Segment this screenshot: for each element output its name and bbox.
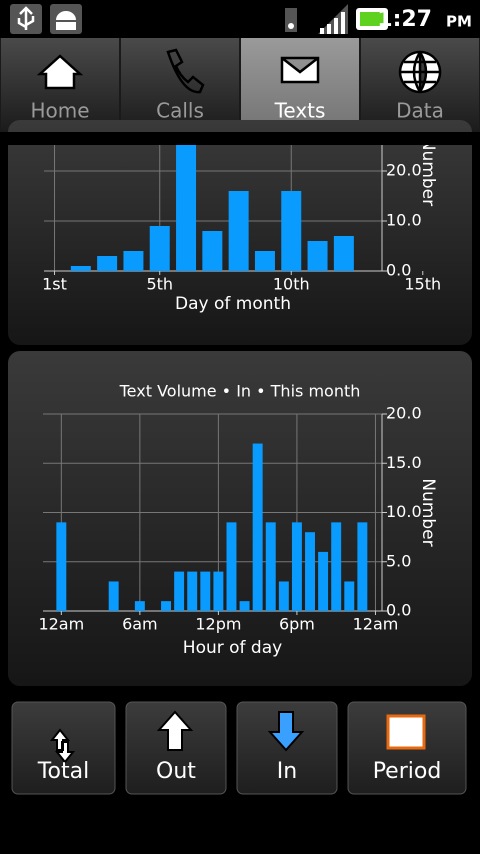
bar <box>305 532 315 611</box>
bar <box>56 522 67 611</box>
tab-icon <box>166 48 205 94</box>
bar <box>333 236 354 271</box>
x-tick-label: 1st <box>42 275 67 294</box>
panel-gap <box>0 132 480 145</box>
panel-hour <box>8 351 472 686</box>
x-tick-label: 10th <box>273 275 310 294</box>
y-axis-label: Number <box>418 478 438 546</box>
tab-icon <box>36 54 84 90</box>
button-icon <box>386 714 426 750</box>
x-tick-label: 12pm <box>195 615 241 634</box>
y-tick-label: 15.0 <box>386 453 422 472</box>
bar <box>252 443 263 611</box>
bar <box>161 601 172 611</box>
wifi-dot <box>288 23 294 29</box>
android-glyph <box>56 11 76 30</box>
bar <box>213 571 224 611</box>
battery-level <box>360 12 384 26</box>
bar <box>108 581 119 611</box>
bar <box>134 601 145 611</box>
bar <box>278 581 289 611</box>
bar <box>228 191 249 271</box>
tab[interactable] <box>241 38 359 130</box>
bar <box>70 266 91 271</box>
y-tick-label: 0.0 <box>386 261 411 280</box>
y-tick-label: 10.0 <box>386 211 422 230</box>
clock-ampm: PM <box>446 13 472 31</box>
signal-icon <box>318 4 348 34</box>
bar <box>97 256 118 271</box>
bar <box>357 522 368 611</box>
button-icon <box>267 711 305 752</box>
button-label: In <box>277 759 297 784</box>
bar <box>239 601 250 611</box>
bar <box>187 571 198 611</box>
bar <box>176 145 197 271</box>
y-tick-label: 0.0 <box>386 601 411 620</box>
bar <box>123 251 144 271</box>
x-axis-label: Hour of day <box>183 638 282 658</box>
x-tick-label: 12am <box>38 615 84 634</box>
button-icon <box>49 728 76 764</box>
y-tick-label: 20.0 <box>386 404 422 423</box>
bar <box>226 522 237 611</box>
bar <box>174 571 185 611</box>
tab[interactable] <box>121 38 239 130</box>
y-tick-label: 5.0 <box>386 551 411 570</box>
tab-label: Texts <box>274 99 326 123</box>
x-tick-label: 5th <box>146 275 173 294</box>
bar <box>202 231 223 271</box>
usb-glyph <box>17 6 35 30</box>
x-tick-label: 6pm <box>279 615 315 634</box>
bar <box>331 522 342 611</box>
bar <box>254 251 275 271</box>
button-icon <box>156 710 194 751</box>
bar <box>149 226 170 271</box>
button-label: Total <box>37 759 89 784</box>
x-tick-label: 15th <box>404 275 441 294</box>
y-tick-label: 20.0 <box>386 161 422 180</box>
bar <box>344 581 355 611</box>
chart-title: Text Volume • In • This month <box>119 382 361 401</box>
x-axis-label: Day of month <box>175 294 291 314</box>
tab-icon <box>398 50 442 94</box>
bar <box>281 191 302 271</box>
y-axis-label: Number <box>418 138 438 206</box>
button-label: Period <box>373 759 442 784</box>
tab-icon <box>280 56 320 84</box>
bar <box>318 551 329 611</box>
bar <box>200 571 211 611</box>
bar <box>265 522 276 611</box>
button-label: Out <box>156 759 196 784</box>
tab-label: Home <box>30 99 89 123</box>
x-tick-label: 6am <box>122 615 158 634</box>
signal-bars <box>320 12 345 34</box>
bar <box>291 522 302 611</box>
tab-label: Calls <box>156 99 204 123</box>
bar <box>307 241 328 271</box>
clock: 1:27 <box>377 7 432 32</box>
x-tick-label: 12am <box>353 615 399 634</box>
y-tick-label: 10.0 <box>386 502 422 521</box>
tab-label: Data <box>396 99 444 123</box>
